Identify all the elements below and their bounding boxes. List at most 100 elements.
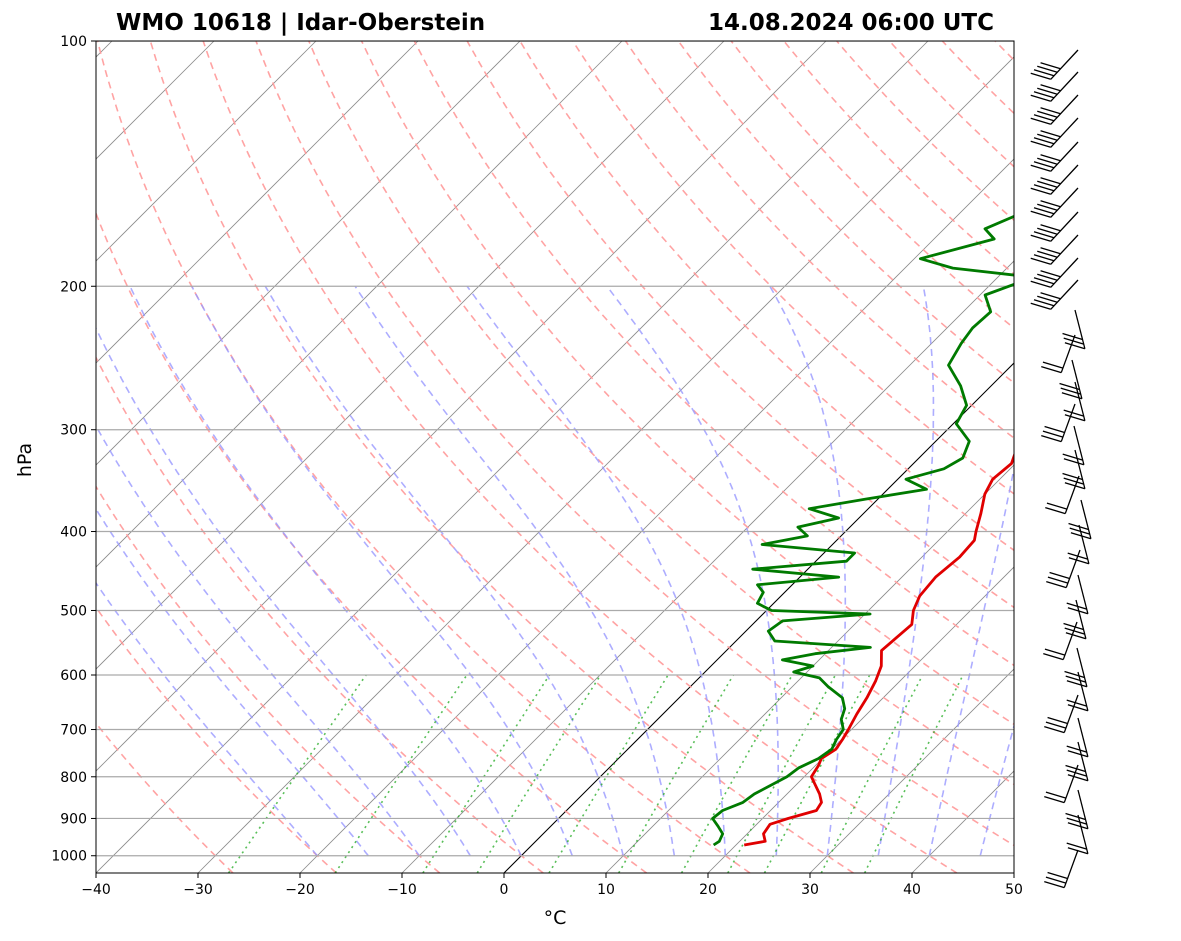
wind-barb-flag xyxy=(1030,302,1051,310)
mixing-ratio-line xyxy=(422,674,551,873)
wind-barb-staff xyxy=(1050,94,1079,125)
wind-barb-flag xyxy=(1042,430,1064,438)
isotherm xyxy=(96,41,623,568)
mixing-ratio-line xyxy=(863,674,964,873)
wind-barb-flag xyxy=(1030,280,1051,288)
wind-barb-staff xyxy=(1060,403,1076,442)
wind-barb-staff xyxy=(1064,475,1080,514)
wind-barb xyxy=(1066,574,1089,615)
wind-barb-staff xyxy=(1050,141,1079,172)
x-tick-label: 50 xyxy=(1005,882,1023,898)
wind-barb-staff xyxy=(1077,814,1089,854)
wind-barb-flag xyxy=(1041,434,1062,443)
wind-barb-flag xyxy=(1037,250,1058,258)
wind-barb-flag xyxy=(1065,812,1086,821)
chart-datetime: 14.08.2024 06:00 UTC xyxy=(708,10,994,36)
wind-barb-flag xyxy=(1066,817,1087,825)
moist-adiabat xyxy=(354,285,676,856)
wind-barb-flag xyxy=(1049,571,1070,580)
mixing-ratio-line xyxy=(334,674,468,873)
wind-barb-flag xyxy=(1065,632,1087,640)
wind-barb xyxy=(1044,694,1079,734)
wind-barb xyxy=(1030,49,1079,80)
mixing-ratio-line xyxy=(548,674,669,873)
isotherm xyxy=(401,260,1014,873)
wind-barb-flag xyxy=(1037,295,1058,303)
wind-barb-flag xyxy=(1066,769,1087,777)
wind-barb-staff xyxy=(1050,187,1079,218)
wind-barb-flag xyxy=(1067,774,1089,782)
wind-barb-staff xyxy=(1077,574,1089,614)
wind-barb xyxy=(1068,499,1092,540)
wind-barb-flag xyxy=(1069,527,1090,535)
wind-barb-flag xyxy=(1040,224,1061,232)
wind-barb-flag xyxy=(1033,184,1055,192)
wind-barb-staff xyxy=(1050,257,1079,288)
wind-barb-staff xyxy=(1071,359,1083,399)
wind-barb-flag xyxy=(1041,365,1062,374)
pressure-gridlines xyxy=(96,41,1014,857)
mixing-ratio-line xyxy=(820,674,924,873)
wind-barb-flag xyxy=(1037,133,1058,141)
x-axis: −40 −30 −20 −10 0 10 20 30 40 50 xyxy=(81,873,1023,898)
wind-barb-staff xyxy=(1065,549,1081,588)
y-tick-label: 400 xyxy=(60,525,87,541)
wind-barb-flag xyxy=(1064,627,1085,635)
wind-barb-flag xyxy=(1030,72,1051,80)
wind-barb-flag xyxy=(1062,453,1083,461)
wind-barb-flag xyxy=(1033,91,1055,99)
wind-barb-flag xyxy=(1064,670,1085,679)
isotherm xyxy=(1013,872,1014,873)
wind-barb xyxy=(1030,211,1079,242)
wind-barb xyxy=(1065,789,1089,830)
wind-barb-flag xyxy=(1033,207,1055,215)
wind-barb-flag xyxy=(1037,65,1058,73)
wind-barb-flag xyxy=(1063,458,1085,466)
wind-barb-flag xyxy=(1033,277,1055,285)
wind-barb xyxy=(1041,334,1076,374)
isotherm xyxy=(96,41,317,262)
plot-frame xyxy=(95,40,1015,874)
wind-barb xyxy=(1043,621,1078,661)
wind-barb-flag xyxy=(1033,69,1055,77)
wind-barb-flag xyxy=(1065,764,1086,773)
wind-barb-flag xyxy=(1040,62,1061,70)
wind-barb-flag xyxy=(1043,652,1064,661)
wind-barb xyxy=(1041,403,1076,443)
y-tick-label: 1000 xyxy=(51,849,87,865)
isotherm xyxy=(96,41,725,670)
wind-barb xyxy=(1030,234,1079,265)
wind-barb-flag xyxy=(1047,576,1069,584)
dewpoint-trace xyxy=(711,214,1014,847)
wind-barb-flag xyxy=(1044,795,1065,804)
wind-barb-staff xyxy=(1050,279,1079,310)
wind-barb xyxy=(1030,164,1079,195)
wind-barb xyxy=(1066,717,1089,758)
isotherm xyxy=(605,464,1014,873)
wind-barb-flag xyxy=(1067,750,1089,758)
wind-barb-staff xyxy=(1050,164,1079,195)
dry-adiabat xyxy=(519,41,1014,552)
dry-adiabat xyxy=(836,41,1014,222)
wind-barb-flag xyxy=(1066,745,1087,753)
wind-barb-flag xyxy=(1040,154,1061,162)
isotherm xyxy=(1116,41,1181,873)
isotherm xyxy=(96,41,929,873)
moist-adiabat xyxy=(96,581,318,857)
wind-barb-flag xyxy=(1040,292,1061,300)
wind-barb-flag xyxy=(1030,210,1051,218)
wind-barb xyxy=(1045,475,1080,515)
y-tick-label: 500 xyxy=(60,603,87,619)
dry-adiabat xyxy=(360,41,1014,726)
mixing-ratio-line xyxy=(476,674,602,873)
wind-barb xyxy=(1046,549,1081,589)
dry-adiabat xyxy=(994,41,1014,62)
wind-barb-flag xyxy=(1044,425,1065,434)
temperature-trace xyxy=(743,452,1014,847)
wind-barb xyxy=(1030,141,1079,172)
y-tick-label: 800 xyxy=(60,770,87,786)
wind-barb-staff xyxy=(1074,449,1086,489)
isotherm xyxy=(96,41,419,364)
wind-barb-flag xyxy=(1037,273,1058,281)
